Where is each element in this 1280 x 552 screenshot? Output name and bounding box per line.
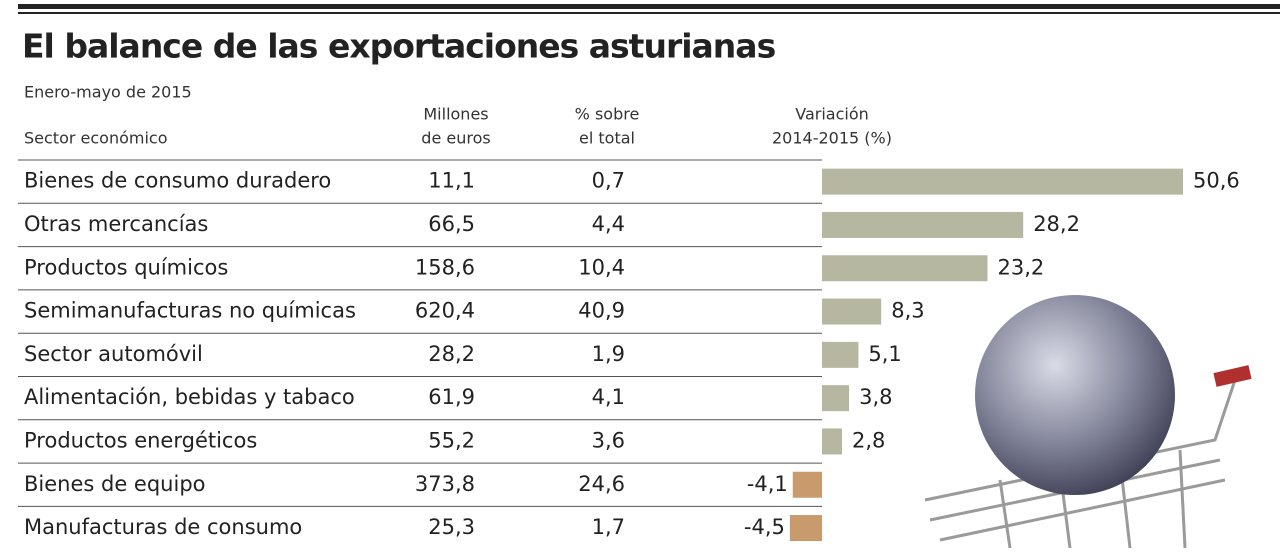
millions: 61,9 — [428, 385, 475, 409]
millions: 25,3 — [428, 515, 475, 539]
value-label: 50,6 — [1193, 169, 1240, 193]
column-header: % sobre — [575, 105, 640, 124]
subtitle: Enero-mayo de 2015 — [24, 83, 192, 102]
sector: Sector automóvil — [24, 342, 203, 366]
sector: Manufacturas de consumo — [24, 515, 302, 539]
column-header: de euros — [421, 129, 490, 148]
share: 1,7 — [592, 515, 625, 539]
column-header: el total — [579, 129, 635, 148]
bar — [822, 341, 859, 368]
value-label: 23,2 — [998, 255, 1045, 279]
share: 0,7 — [592, 169, 625, 193]
globe-decoration — [975, 295, 1175, 495]
sector: Otras mercancías — [24, 212, 208, 236]
bar — [822, 428, 842, 455]
bar — [822, 168, 1183, 195]
share: 4,1 — [592, 385, 625, 409]
share: 4,4 — [592, 212, 625, 236]
millions: 11,1 — [428, 169, 475, 193]
millions: 373,8 — [415, 472, 475, 496]
bar — [822, 298, 882, 325]
top-rule — [18, 4, 1280, 9]
millions: 55,2 — [428, 428, 475, 452]
millions: 158,6 — [415, 255, 475, 279]
sector: Alimentación, bebidas y tabaco — [24, 385, 355, 409]
sector: Bienes de equipo — [24, 472, 206, 496]
value-label: 2,8 — [852, 428, 885, 452]
share: 10,4 — [578, 255, 625, 279]
bar — [822, 385, 850, 412]
column-header: Millones — [423, 105, 488, 124]
value-label: -4,1 — [747, 472, 788, 496]
sector: Bienes de consumo duradero — [24, 169, 331, 193]
bar — [822, 255, 988, 282]
millions: 620,4 — [415, 299, 475, 323]
sector: Semimanufacturas no químicas — [24, 299, 356, 323]
share: 1,9 — [592, 342, 625, 366]
sector: Productos químicos — [24, 255, 228, 279]
column-header: 2014-2015 (%) — [772, 129, 892, 148]
bar — [792, 471, 822, 498]
value-label: 8,3 — [891, 299, 924, 323]
value-label: 3,8 — [859, 385, 892, 409]
bar — [789, 515, 822, 542]
millions: 66,5 — [428, 212, 475, 236]
value-label: 28,2 — [1033, 212, 1080, 236]
value-label: 5,1 — [868, 342, 901, 366]
title: El balance de las exportaciones asturian… — [22, 27, 776, 66]
bar — [822, 211, 1024, 238]
share: 24,6 — [578, 472, 625, 496]
share: 40,9 — [578, 299, 625, 323]
column-header: Variación — [795, 105, 869, 124]
sector: Productos energéticos — [24, 428, 257, 452]
value-label: -4,5 — [744, 515, 785, 539]
top-rule — [18, 12, 1280, 14]
millions: 28,2 — [428, 342, 475, 366]
share: 3,6 — [592, 428, 625, 452]
column-header: Sector económico — [24, 129, 168, 148]
